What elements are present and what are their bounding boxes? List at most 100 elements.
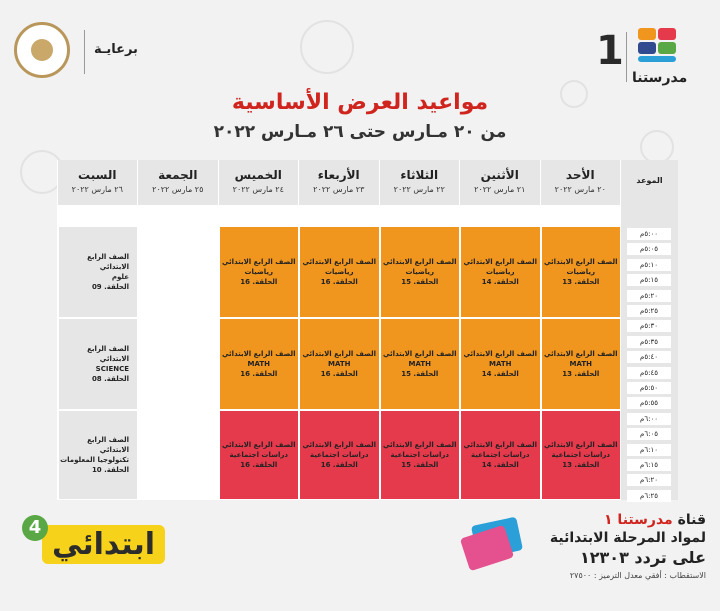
grade-label: الصف الرابع الابتدائي	[221, 441, 296, 449]
grade-label: الصف الرابع الابتدائي	[221, 350, 296, 358]
day-name: السبت	[78, 168, 117, 182]
empty-cell	[138, 410, 219, 500]
program-cell: الصف الرابع الابتدائي رياضيات الحلقة. 14	[460, 226, 541, 318]
subject-label: دراسات اجتماعية	[470, 451, 530, 459]
day-name: الثلاثاء	[400, 168, 439, 182]
subject-label: رياضيات	[485, 268, 515, 276]
episode-label: الحلقة. 08	[91, 375, 129, 383]
day-name: الخميس	[234, 168, 282, 182]
grade-label: الصف الرابع الابتدائي	[543, 441, 618, 449]
grade-label: الصف الرابع الابتدائي	[382, 441, 457, 449]
program-cell: الصف الرابع الابتدائي SCIENCE الحلقة. 08	[57, 318, 138, 410]
day-header: الجمعة ٢٥ مارس ٢٠٢٢	[138, 160, 219, 205]
logo-divider	[84, 30, 85, 74]
episode-label: الحلقة. 13	[562, 461, 600, 469]
logo-divider	[626, 32, 627, 82]
tablet-illustration-icon	[460, 515, 530, 575]
badge-label: ابتدائي	[42, 525, 166, 564]
subject-label: MATH	[408, 360, 431, 368]
program-cell: الصف الرابع الابتدائي رياضيات الحلقة. 16	[218, 226, 299, 318]
day-name: الأربعاء	[317, 168, 360, 182]
time-slot: ٥:١٠م	[627, 258, 671, 271]
subject-label: رياضيات	[324, 268, 354, 276]
program-cell: الصف الرابع الابتدائي علوم الحلقة. 09	[57, 226, 138, 318]
subject-label: دراسات اجتماعية	[551, 451, 610, 459]
blocks-icon	[638, 28, 678, 68]
episode-label: الحلقة. 16	[320, 370, 358, 378]
time-slot: ٦:٢٠م	[627, 474, 671, 487]
program-cell: الصف الرابع الابتدائي رياضيات الحلقة. 16	[299, 226, 380, 318]
day-header: الخميس ٢٤ مارس ٢٠٢٢	[218, 160, 299, 205]
time-column: الموعد ٥:٠٠م ٥:٠٥م ٥:١٠م ٥:١٥م ٥:٢٠م ٥:٢٥م ٥:٣…	[621, 160, 678, 502]
grade-label: الصف الرابع الابتدائي	[543, 258, 618, 266]
time-slot: ٥:١٥م	[627, 274, 671, 287]
time-slot: ٦:١٠م	[627, 443, 671, 456]
day-header: الأربعاء ٢٣ مارس ٢٠٢٢	[299, 160, 380, 205]
episode-label: الحلقة. 10	[91, 466, 129, 474]
program-cell: الصف الرابع الابتدائي دراسات اجتماعية الحل…	[460, 410, 541, 500]
episode-label: الحلقة. 15	[401, 461, 439, 469]
program-cell: الصف الرابع الابتدائي رياضيات الحلقة. 15	[379, 226, 460, 318]
time-slot: ٥:٣٠م	[627, 320, 671, 333]
time-slot: ٥:٠٥م	[627, 243, 671, 256]
time-slot: ٥:٠٠م	[627, 228, 671, 240]
channel-technical: الاستقطاب : أفقي معدل الترميز : ٢٧٥٠٠	[569, 571, 706, 580]
badge-number: 4	[22, 515, 48, 541]
program-cell: الصف الرابع الابتدائي دراسات اجتماعية الحل…	[379, 410, 460, 500]
channel-frequency: على تردد ١٢٣٠٣	[580, 548, 706, 567]
subject-label: دراسات اجتماعية	[309, 451, 369, 459]
empty-cell	[138, 318, 219, 410]
background-doodle	[560, 80, 588, 108]
program-cell: الصف الرابع الابتدائي تكنولوجيا المعلومات…	[57, 410, 138, 500]
channel-prefix: قناة	[677, 512, 706, 528]
grade-label: الصف الرابع الابتدائي	[221, 258, 296, 266]
episode-label: الحلقة. 15	[401, 370, 439, 378]
time-slot: ٦:٢٥م	[627, 489, 671, 502]
madrasetna-logo: 1 مدرستنا	[596, 22, 706, 92]
episode-label: الحلقة. 14	[481, 461, 519, 469]
time-slot: ٥:٥٥م	[627, 397, 671, 410]
program-cell: الصف الرابع الابتدائي MATH الحلقة. 14	[460, 318, 541, 410]
episode-label: الحلقة. 13	[562, 278, 600, 286]
day-date: ٢٢ مارس ٢٠٢٢	[393, 185, 445, 194]
day-header: السبت ٢٦ مارس ٢٠٢٢	[57, 160, 138, 205]
subject-label: دراسات اجتماعية	[390, 451, 449, 459]
day-name: الأحد	[565, 168, 595, 182]
day-header: الأحد ٢٠ مارس ٢٠٢٢	[540, 160, 621, 205]
episode-label: الحلقة. 16	[240, 278, 278, 286]
day-name: الجمعة	[158, 168, 198, 182]
program-cell: الصف الرابع الابتدائي دراسات اجتماعية الحل…	[299, 410, 380, 500]
subject-label: رياضيات	[566, 268, 596, 276]
episode-label: الحلقة. 15	[401, 278, 439, 286]
program-cell: الصف الرابع الابتدائي MATH الحلقة. 13	[540, 318, 621, 410]
grade-label: الصف الرابع الابتدائي	[382, 350, 457, 358]
time-header: الموعد	[636, 176, 663, 185]
time-slot: ٥:٣٥م	[627, 335, 671, 348]
day-date: ٢٠ مارس ٢٠٢٢	[554, 185, 606, 194]
channel-info: قناة مدرستنا ١ لمواد المرحلة الابتدائية …	[550, 512, 706, 580]
time-slot: ٦:٠٥م	[627, 428, 671, 441]
subject-label: رياضيات	[405, 268, 435, 276]
program-cell: الصف الرابع الابتدائي دراسات اجتماعية الحل…	[540, 410, 621, 500]
empty-cell	[138, 226, 219, 318]
subject-label: MATH	[569, 360, 592, 368]
ministry-seal-icon	[14, 22, 70, 78]
day-header: الثلاثاء ٢٢ مارس ٢٠٢٢	[379, 160, 460, 205]
grade-label: الصف الرابع الابتدائي	[463, 441, 538, 449]
grade-label: الصف الرابع الابتدائي	[87, 345, 129, 363]
time-slot: ٥:٥٠م	[627, 382, 671, 394]
ministry-logo: برعايـة	[14, 22, 164, 82]
day-name: الأثنين	[480, 168, 519, 182]
day-date: ٢١ مارس ٢٠٢٢	[474, 185, 526, 194]
episode-label: الحلقة. 13	[562, 370, 600, 378]
time-slot: ٦:١٥م	[627, 459, 671, 471]
grade-label: الصف الرابع الابتدائي	[87, 436, 129, 454]
program-cell: الصف الرابع الابتدائي دراسات اجتماعية الحل…	[218, 410, 299, 500]
subject-label: MATH	[489, 360, 512, 368]
episode-label: الحلقة. 16	[240, 370, 278, 378]
page-title: مواعيد العرض الأساسية	[231, 90, 489, 115]
grade-label: الصف الرابع الابتدائي	[302, 441, 377, 449]
program-cell: الصف الرابع الابتدائي MATH الحلقة. 16	[299, 318, 380, 410]
time-slot: ٥:٢٥م	[627, 305, 671, 317]
day-date: ٢٦ مارس ٢٠٢٢	[71, 185, 123, 194]
